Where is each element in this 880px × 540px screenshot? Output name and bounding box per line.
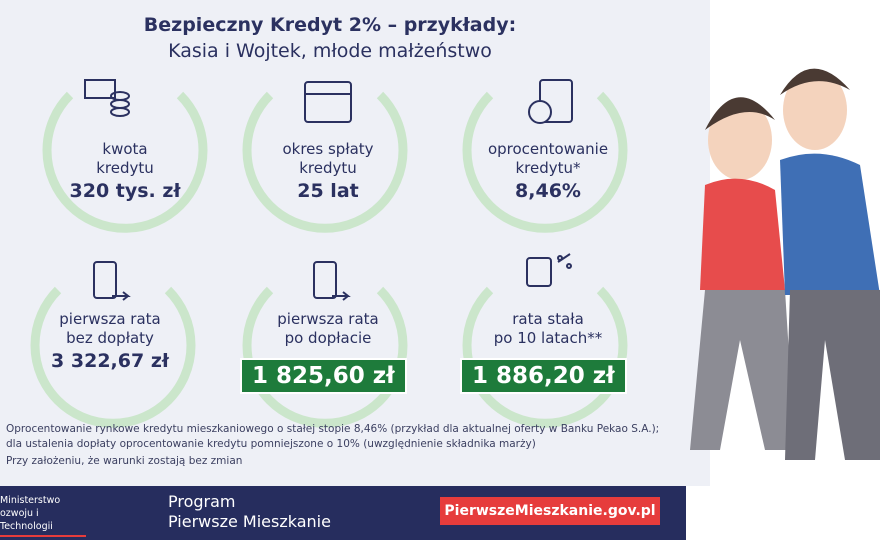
item-label: okres spłaty kredytu	[282, 140, 374, 177]
item-label: pierwsza rata bez dopłaty	[59, 310, 161, 347]
footnote: Przy założeniu, że warunki zostają bez z…	[6, 455, 243, 467]
item-value: 1 886,20 zł	[460, 358, 627, 394]
item-label: oprocentowanie kredytu*	[487, 140, 609, 177]
item-value: 3 322,67 zł	[51, 350, 169, 372]
item-value: 8,46%	[515, 180, 581, 202]
item-value: 25 lat	[297, 180, 359, 202]
item-label: rata stała po 10 latach**	[493, 310, 603, 347]
subtitle: Kasia i Wojtek, młode małżeństwo	[168, 40, 492, 62]
program: Pierwsze Mieszkanie	[168, 512, 331, 531]
title: Bezpieczny Kredyt 2% – przykłady:	[143, 14, 517, 36]
footnote: Oprocentowanie rynkowe kredytu mieszkani…	[6, 423, 660, 435]
footer: Ministerstwo ozwoju i Technologii Progra…	[0, 486, 686, 540]
site-link[interactable]: PierwszeMieszkanie.gov.pl	[440, 497, 660, 525]
ministry: Ministerstwo	[0, 495, 61, 506]
item-label: kwota kredytu	[96, 140, 154, 177]
item-value: 320 tys. zł	[69, 180, 181, 202]
item-label: pierwsza rata po dopłacie	[277, 310, 379, 347]
ministry: ozwoju i Technologii	[0, 508, 53, 532]
footnote: dla ustalenia dopłaty oprocentowanie kre…	[6, 438, 536, 450]
program: Program	[168, 492, 236, 511]
item-value: 1 825,60 zł	[240, 358, 407, 394]
